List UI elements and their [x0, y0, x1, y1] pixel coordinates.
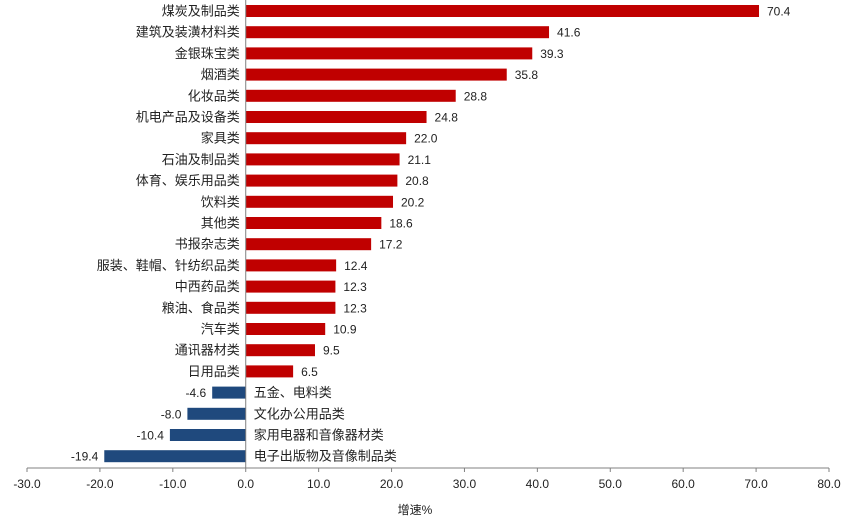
- bar: [187, 408, 245, 420]
- category-label: 烟酒类: [201, 67, 240, 82]
- value-label: 35.8: [515, 68, 539, 82]
- x-tick-label: 70.0: [744, 477, 768, 491]
- category-label: 金银珠宝类: [175, 46, 240, 61]
- category-label: 日用品类: [188, 364, 240, 379]
- x-tick-label: 10.0: [307, 477, 331, 491]
- bar: [246, 259, 336, 271]
- category-label: 书报杂志类: [175, 237, 240, 252]
- value-label: 17.2: [379, 238, 403, 252]
- category-label: 五金、电料类: [254, 385, 332, 400]
- value-label: 12.3: [343, 301, 367, 315]
- category-label: 家用电器和音像器材类: [254, 428, 384, 443]
- bar: [246, 111, 427, 123]
- bar: [246, 5, 759, 17]
- x-tick-label: 0.0: [237, 477, 254, 491]
- value-label: 6.5: [301, 365, 318, 379]
- bar: [246, 153, 400, 165]
- bar: [246, 344, 315, 356]
- category-label: 机电产品及设备类: [136, 110, 240, 125]
- category-label: 通讯器材类: [175, 343, 240, 358]
- x-tick-label: 50.0: [599, 477, 623, 491]
- category-label: 汽车类: [201, 322, 240, 337]
- value-label: 12.4: [344, 259, 368, 273]
- value-label: -8.0: [161, 407, 182, 421]
- bar: [246, 196, 393, 208]
- category-label: 饮料类: [201, 194, 240, 209]
- bar: [246, 238, 371, 250]
- bar: [246, 69, 507, 81]
- bar: [246, 175, 398, 187]
- x-tick-label: 40.0: [526, 477, 550, 491]
- value-label: -10.4: [137, 429, 165, 443]
- category-label: 电子出版物及音像制品类: [254, 449, 397, 464]
- bar: [246, 281, 336, 293]
- x-tick-label: -10.0: [159, 477, 187, 491]
- bar: [104, 450, 245, 462]
- category-label: 其他类: [201, 216, 240, 231]
- value-label: 70.4: [767, 5, 791, 19]
- value-label: -4.6: [186, 386, 207, 400]
- value-label: 39.3: [540, 47, 564, 61]
- category-label: 中西药品类: [175, 279, 240, 294]
- x-axis-title: 增速%: [398, 503, 433, 517]
- bar: [246, 365, 293, 377]
- value-label: 22.0: [414, 132, 438, 146]
- bar: [212, 387, 246, 399]
- category-label: 体育、娱乐用品类: [136, 173, 240, 188]
- category-label: 化妆品类: [188, 88, 240, 103]
- value-label: -19.4: [71, 450, 99, 464]
- x-tick-label: 80.0: [817, 477, 841, 491]
- bar: [246, 90, 456, 102]
- category-label: 粮油、食品类: [162, 300, 240, 315]
- x-tick-label: 20.0: [380, 477, 404, 491]
- value-label: 9.5: [323, 344, 340, 358]
- value-label: 10.9: [333, 323, 357, 337]
- bar: [246, 302, 336, 314]
- value-label: 12.3: [343, 280, 367, 294]
- value-label: 20.2: [401, 195, 425, 209]
- category-label: 文化办公用品类: [254, 406, 345, 421]
- value-label: 24.8: [435, 111, 459, 125]
- value-label: 20.8: [405, 174, 429, 188]
- x-tick-label: 30.0: [453, 477, 477, 491]
- category-label: 家具类: [201, 131, 240, 146]
- category-label: 石油及制品类: [162, 152, 240, 167]
- category-label: 服装、鞋帽、针纺织品类: [97, 258, 240, 273]
- category-label: 建筑及装潢材料类: [136, 25, 240, 40]
- x-tick-label: -30.0: [13, 477, 41, 491]
- bar: [246, 217, 382, 229]
- value-label: 28.8: [464, 89, 488, 103]
- bar: [170, 429, 246, 441]
- value-label: 18.6: [389, 217, 413, 231]
- x-tick-label: 60.0: [672, 477, 696, 491]
- bar: [246, 47, 533, 59]
- bar: [246, 132, 406, 144]
- category-label: 煤炭及制品类: [162, 4, 240, 19]
- x-tick-label: -20.0: [86, 477, 114, 491]
- bar: [246, 323, 325, 335]
- bar: [246, 26, 549, 38]
- value-label: 21.1: [408, 153, 432, 167]
- value-label: 41.6: [557, 26, 581, 40]
